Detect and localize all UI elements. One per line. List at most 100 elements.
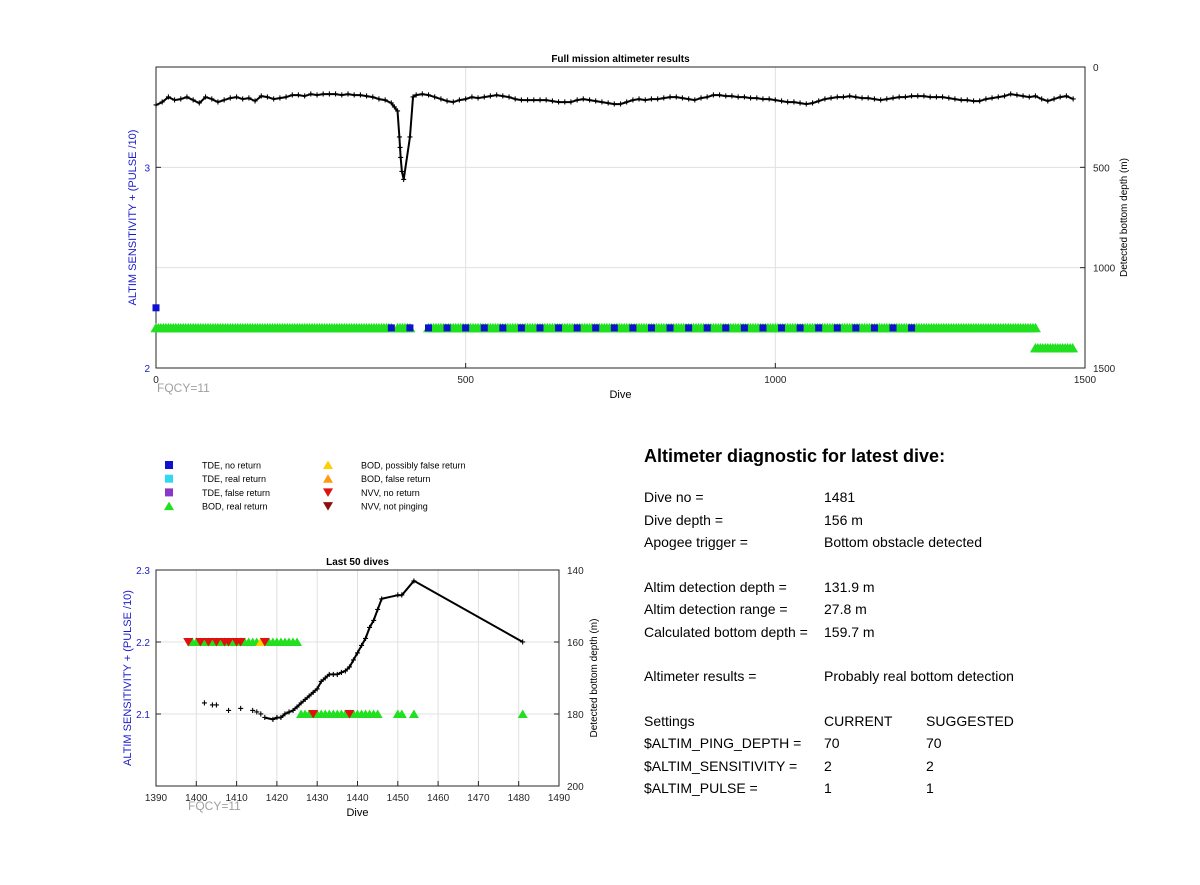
depth-point: + — [704, 93, 710, 104]
results-value: Probably real bottom detection — [824, 668, 1014, 684]
depth-point: + — [1033, 92, 1039, 103]
depth-point: + — [618, 100, 624, 111]
depth-point: + — [667, 93, 673, 104]
apogee-row: Apogee trigger = Bottom obstacle detecte… — [644, 534, 1184, 557]
tde-no-return-marker — [387, 324, 395, 332]
nvv-no-return-marker — [211, 638, 222, 647]
y2-tick-label: 200 — [567, 782, 584, 793]
depth-point: + — [1008, 90, 1014, 101]
depth-point: + — [320, 90, 326, 101]
depth-point: + — [388, 99, 394, 110]
y2-tick-label: 140 — [567, 566, 584, 577]
calc-bottom-value: 159.7 m — [824, 623, 875, 640]
depth-point: + — [330, 670, 336, 681]
depth-point: + — [397, 143, 403, 154]
pulse-label: $ALTIM_PULSE = — [644, 780, 758, 796]
tde-no-return-marker — [833, 324, 841, 332]
depth-point: + — [209, 701, 215, 712]
depth-point: + — [363, 634, 369, 645]
depth-point: + — [940, 93, 946, 104]
depth-point: + — [351, 656, 357, 667]
depth-point: + — [278, 713, 284, 724]
depth-point: + — [411, 576, 417, 587]
bod-real-marker — [1029, 322, 1041, 333]
altim-range-value: 27.8 m — [824, 601, 867, 617]
depth-point: + — [227, 94, 233, 105]
y-axis-label: ALTIM SENSITIVITY + (PULSE /10) — [122, 590, 134, 766]
depth-point: + — [153, 101, 159, 112]
depth-point: + — [1014, 91, 1020, 102]
depth-point: + — [952, 95, 958, 106]
depth-point: + — [649, 95, 655, 106]
tde-no-return-marker — [480, 324, 488, 332]
depth-point: + — [735, 93, 741, 104]
depth-point: + — [286, 708, 292, 719]
tde-no-return-marker — [592, 324, 600, 332]
depth-point: + — [847, 92, 853, 103]
depth-point: + — [401, 175, 407, 186]
depth-point: + — [262, 713, 268, 724]
depth-point: + — [376, 95, 382, 106]
depth-point: + — [673, 93, 679, 104]
depth-point: + — [371, 616, 377, 627]
depth-point: + — [785, 98, 791, 109]
y2-tick-label: 180 — [567, 710, 584, 721]
depth-point: + — [779, 97, 785, 108]
tde-no-return-marker — [462, 324, 470, 332]
x-tick-label: 1430 — [306, 793, 329, 804]
nvv-no-return-marker — [259, 638, 270, 647]
altim-range-row: Altim detection range = 27.8 m — [644, 601, 1184, 624]
depth-point: + — [797, 99, 803, 110]
y-tick-label: 3 — [144, 163, 150, 174]
legend-square-marker — [165, 474, 173, 483]
depth-point: + — [399, 591, 405, 602]
depth-point: + — [909, 92, 915, 103]
depth-point: + — [580, 95, 586, 106]
x-tick-label: 1500 — [1074, 375, 1097, 386]
depth-point: + — [410, 93, 416, 104]
depth-point: + — [226, 706, 232, 717]
legend-label: BOD, real return — [202, 502, 268, 512]
depth-point: + — [872, 95, 878, 106]
depth-point: + — [367, 623, 373, 634]
y-axis-label: ALTIM SENSITIVITY + (PULSE /10) — [127, 130, 139, 306]
depth-point: + — [314, 684, 320, 695]
depth-point: + — [258, 710, 264, 721]
depth-point: + — [1057, 93, 1063, 104]
y-tick-label: 2 — [144, 364, 150, 375]
legend-label: BOD, false return — [361, 474, 431, 484]
depth-point: + — [717, 91, 723, 102]
x-tick-label: 1000 — [764, 375, 787, 386]
depth-point: + — [364, 92, 370, 103]
depth-point: + — [878, 96, 884, 107]
depth-point: + — [927, 93, 933, 104]
depth-series-line — [264, 579, 524, 721]
nvv-no-return-marker — [195, 638, 206, 647]
x-tick-label: 1480 — [508, 793, 531, 804]
depth-point: + — [803, 100, 809, 111]
bod-real-marker — [517, 709, 528, 718]
depth-point: + — [184, 93, 190, 104]
depth-point: + — [274, 713, 280, 724]
depth-point: + — [710, 91, 716, 102]
depth-point: + — [463, 95, 469, 106]
pulse-current: 1 — [824, 780, 832, 796]
depth-point: + — [791, 98, 797, 109]
altim-depth-label: Altim detection depth = — [644, 578, 787, 595]
x-tick-label: 1420 — [266, 793, 289, 804]
depth-point: + — [865, 94, 871, 105]
depth-point: + — [810, 99, 816, 110]
tde-no-return-marker — [889, 324, 897, 332]
depth-point: + — [599, 98, 605, 109]
pulse-suggested: 1 — [926, 780, 934, 796]
depth-series-line — [155, 93, 1074, 180]
depth-point: + — [828, 94, 834, 105]
depth-point: + — [921, 92, 927, 103]
tde-no-return-marker — [610, 324, 618, 332]
depth-point: + — [252, 97, 258, 108]
depth-point: + — [488, 92, 494, 103]
depth-point: + — [841, 93, 847, 104]
x-tick-label: 1390 — [145, 793, 168, 804]
depth-point: + — [537, 96, 543, 107]
depth-point: + — [379, 594, 385, 605]
